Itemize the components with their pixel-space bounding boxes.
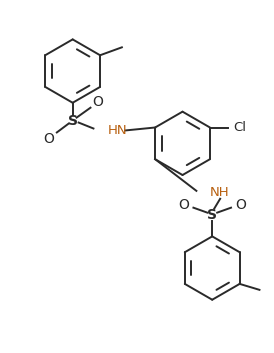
Text: O: O	[44, 132, 54, 146]
Text: HN: HN	[107, 124, 127, 137]
Text: Cl: Cl	[234, 121, 247, 134]
Text: NH: NH	[210, 186, 230, 199]
Text: S: S	[207, 208, 217, 222]
Text: O: O	[92, 95, 103, 109]
Text: O: O	[235, 198, 246, 212]
Text: S: S	[68, 114, 78, 127]
Text: O: O	[178, 198, 189, 212]
